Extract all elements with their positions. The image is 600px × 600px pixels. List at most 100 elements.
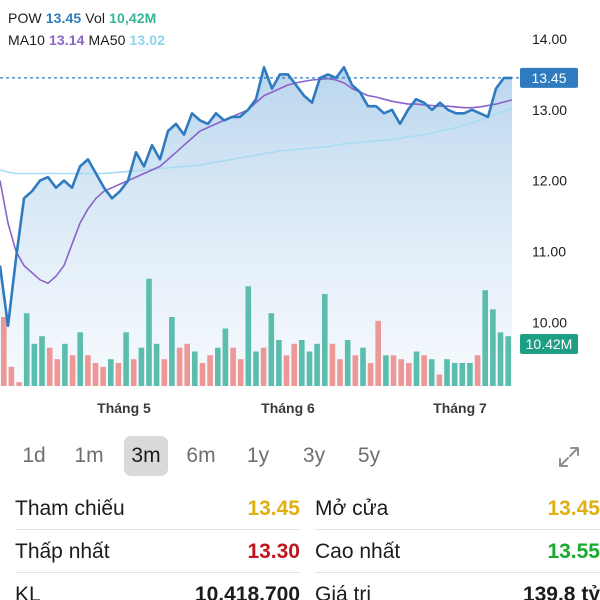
range-1m-button[interactable]: 1m [74, 444, 104, 467]
y-tick-label: 12.00 [532, 173, 567, 189]
volume-bar [184, 343, 190, 386]
volume-bar [322, 294, 328, 386]
range-6m-button[interactable]: 6m [186, 444, 216, 467]
ma10-label: MA10 [8, 32, 45, 48]
stat-low: Thấp nhất 13.30 [15, 531, 300, 573]
ma50-line [0, 107, 513, 175]
volume-bar [352, 355, 359, 386]
range-selector: 1d 1m 3m 6m 1y 3y 5y [0, 430, 600, 482]
ma10-value: 13.14 [48, 32, 85, 48]
volume-bar [169, 317, 175, 386]
volume-bar [329, 343, 336, 386]
range-1y-button[interactable]: 1y [246, 444, 270, 467]
volume-bar [459, 363, 466, 386]
volume-bar [237, 359, 244, 386]
stat-label: Mở cửa [315, 497, 389, 520]
stat-high: Cao nhất 13.55 [315, 531, 600, 573]
volume-bar [245, 286, 252, 386]
volume-bar [421, 355, 427, 386]
volume-bar [108, 359, 114, 386]
volume-bar [337, 359, 343, 386]
stat-open: Mở cửa 13.45 [315, 488, 600, 530]
stat-value: 13.45 [547, 497, 600, 520]
stat-volume: KL 10,418,700 [15, 574, 300, 600]
price-chart[interactable]: 14.00 13.00 12.00 11.00 10.00 Tháng 5 Tháng 6 T… [0, 0, 600, 428]
volume-bar [31, 343, 38, 386]
y-tick-label: 14.00 [532, 31, 567, 47]
volume-bar [16, 382, 22, 386]
volume-bar [444, 359, 450, 386]
price-value: 13.45 [45, 10, 82, 26]
volume-bar [467, 363, 473, 386]
volume-bar [192, 351, 198, 386]
volume-bar [497, 332, 504, 386]
volume-bar [207, 355, 213, 386]
y-tick-label: 11.00 [532, 243, 566, 259]
volume-bar [1, 317, 7, 386]
volume-bar [451, 363, 458, 386]
volume-bar [199, 363, 206, 386]
x-tick-label: Tháng 7 [433, 400, 487, 416]
stat-label: Tham chiếu [15, 497, 125, 520]
volume-bar [406, 363, 412, 386]
volume-bar [428, 359, 435, 386]
volume-bar [138, 347, 145, 386]
price-legend: POW 13.45 Vol 10,42M [8, 10, 156, 26]
current-price-badge [520, 67, 578, 88]
volume-bar [390, 355, 397, 386]
expand-icon[interactable] [556, 444, 582, 470]
volume-bar [100, 366, 106, 386]
volume-bar [314, 343, 320, 386]
volume-bar [77, 332, 83, 386]
volume-bar [482, 290, 488, 386]
range-1d-button[interactable]: 1d [22, 444, 46, 467]
symbol-label: POW [8, 10, 42, 26]
stat-value: 13.30 [247, 540, 300, 563]
price-area [0, 67, 512, 387]
volume-bar [23, 313, 30, 386]
volume-bar [283, 355, 290, 386]
stat-label: Giá trị [315, 583, 372, 600]
stat-reference: Tham chiếu 13.45 [15, 488, 300, 530]
ma-legend: MA10 13.14 MA50 13.02 [8, 32, 165, 48]
vol-value: 10,42M [109, 10, 157, 26]
volume-bar [115, 363, 122, 386]
stat-turnover: Giá trị 139.8 tỷ [315, 574, 600, 600]
stat-value: 10,418,700 [194, 583, 300, 600]
volume-bar [62, 343, 68, 386]
range-3m-button[interactable]: 3m [124, 436, 168, 476]
range-5y-button[interactable]: 5y [357, 444, 381, 467]
volume-bar [123, 332, 129, 386]
volume-bar [85, 355, 91, 386]
x-tick-label: Tháng 5 [97, 400, 151, 416]
volume-bar [291, 343, 297, 386]
volume-bar [260, 347, 267, 386]
stat-label: Cao nhất [315, 540, 401, 563]
volume-bar [276, 340, 282, 386]
volume-bar [176, 347, 183, 386]
vol-label: Vol [85, 10, 106, 26]
ma50-value: 13.02 [129, 32, 166, 48]
volume-bar [398, 359, 404, 386]
volume-bar [413, 351, 420, 386]
volume-bar [367, 363, 374, 386]
stat-value: 13.45 [247, 497, 300, 520]
volume-bar [215, 347, 221, 386]
volume-bar [8, 366, 15, 386]
volume-bar [222, 328, 229, 386]
volume-bar [39, 336, 45, 386]
current-volume-badge [520, 334, 578, 354]
stat-value: 13.55 [547, 540, 600, 563]
stat-value: 139.8 tỷ [522, 583, 600, 600]
volume-bar [344, 340, 351, 386]
y-tick-label: 10.00 [532, 314, 567, 330]
volume-bar [268, 313, 275, 386]
ma50-label: MA50 [88, 32, 126, 48]
volume-bar [253, 351, 259, 386]
volume-bar [153, 343, 160, 386]
volume-bar [54, 359, 61, 386]
volume-bar [375, 320, 381, 386]
range-3y-button[interactable]: 3y [302, 444, 326, 467]
stat-label: KL [15, 583, 41, 600]
volume-bar [490, 309, 496, 386]
